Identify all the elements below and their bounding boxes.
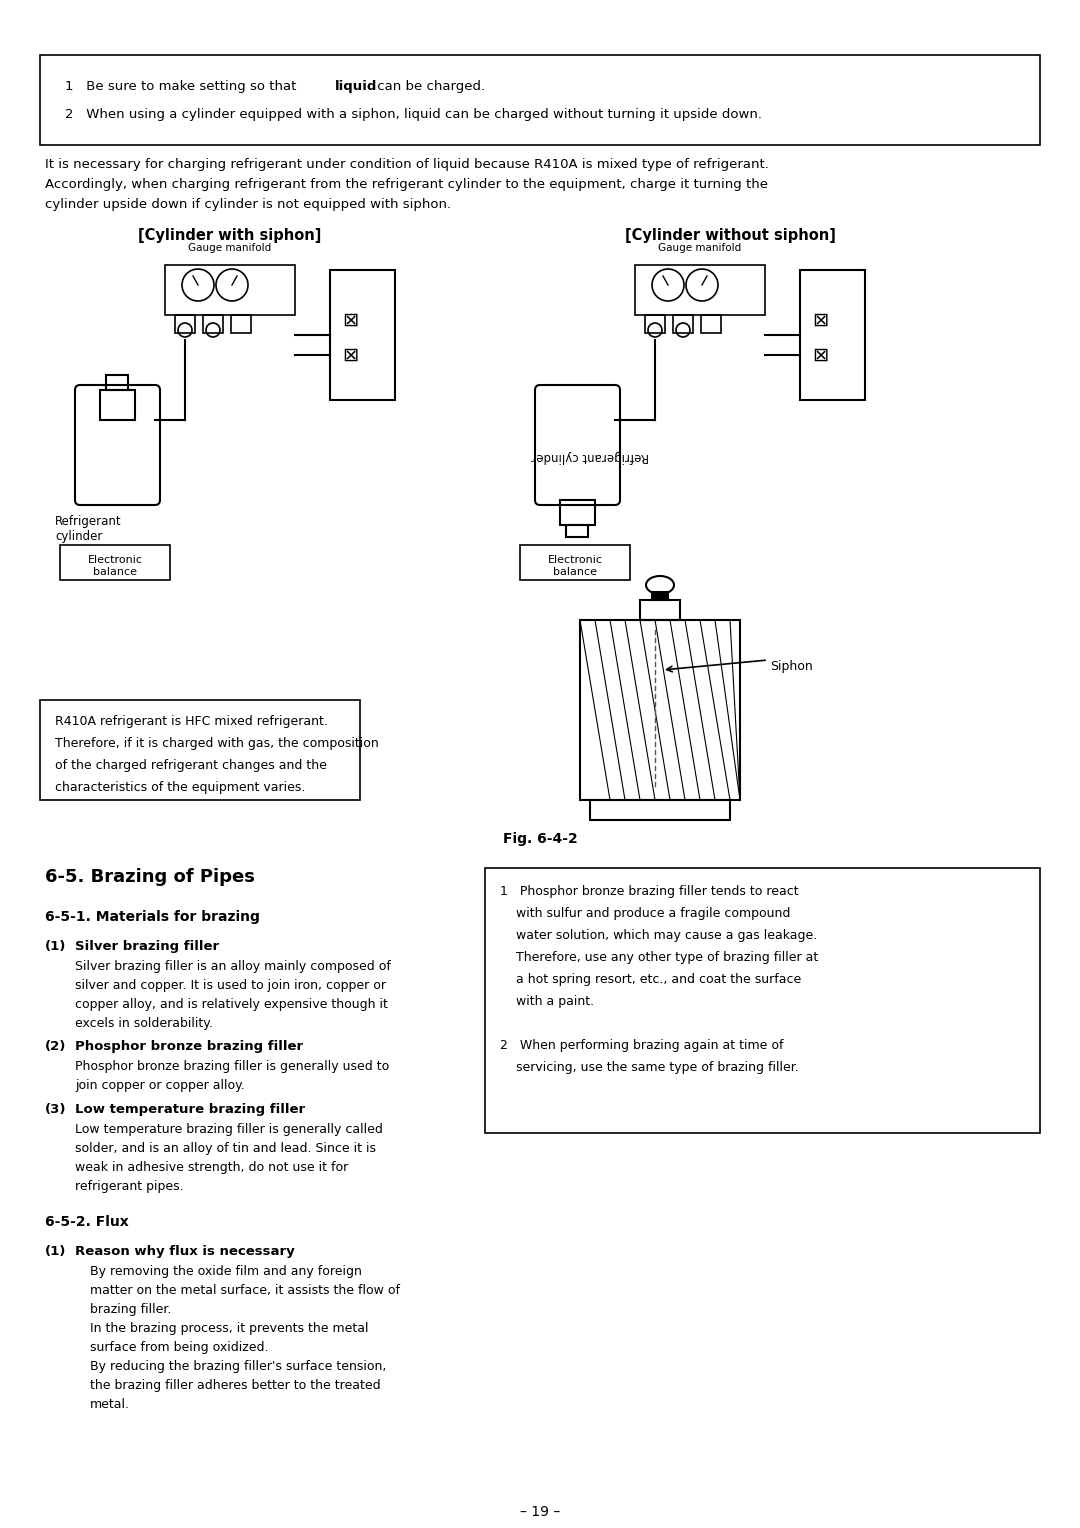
Text: (2): (2)	[45, 1041, 66, 1053]
Text: By reducing the brazing filler's surface tension,: By reducing the brazing filler's surface…	[90, 1360, 387, 1374]
Text: the brazing filler adheres better to the treated: the brazing filler adheres better to the…	[90, 1378, 380, 1392]
Text: Gauge manifold: Gauge manifold	[188, 243, 272, 254]
Text: Siphon: Siphon	[770, 660, 813, 672]
Text: surface from being oxidized.: surface from being oxidized.	[90, 1342, 269, 1354]
Text: Accordingly, when charging refrigerant from the refrigerant cylinder to the equi: Accordingly, when charging refrigerant f…	[45, 177, 768, 191]
Text: By removing the oxide film and any foreign: By removing the oxide film and any forei…	[90, 1265, 362, 1277]
Text: with sulfur and produce a fragile compound: with sulfur and produce a fragile compou…	[500, 908, 791, 920]
Text: ⊠: ⊠	[341, 310, 359, 330]
Bar	[673, 315, 693, 333]
Bar	[60, 545, 170, 581]
Text: 2   When using a cylinder equipped with a siphon, liquid can be charged without : 2 When using a cylinder equipped with a …	[65, 108, 762, 121]
Text: Therefore, if it is charged with gas, the composition: Therefore, if it is charged with gas, th…	[55, 736, 379, 750]
Bar	[165, 264, 295, 315]
Text: excels in solderability.: excels in solderability.	[75, 1018, 213, 1030]
Text: Therefore, use any other type of brazing filler at: Therefore, use any other type of brazing…	[500, 950, 819, 964]
Bar	[561, 500, 595, 526]
Text: 1   Be sure to make setting so that: 1 Be sure to make setting so that	[65, 79, 300, 93]
Text: of the charged refrigerant changes and the: of the charged refrigerant changes and t…	[55, 759, 327, 772]
Text: silver and copper. It is used to join iron, copper or: silver and copper. It is used to join ir…	[75, 979, 386, 992]
Text: (1): (1)	[45, 940, 66, 953]
Bar	[231, 315, 251, 333]
Text: brazing filler.: brazing filler.	[90, 1303, 172, 1316]
Text: a hot spring resort, etc., and coat the surface: a hot spring resort, etc., and coat the …	[500, 973, 801, 986]
Text: matter on the metal surface, it assists the flow of: matter on the metal surface, it assists …	[90, 1284, 400, 1297]
Bar	[635, 264, 765, 315]
Bar	[40, 700, 360, 801]
Text: (1): (1)	[45, 1245, 66, 1258]
Bar	[566, 526, 588, 536]
Text: It is necessary for charging refrigerant under condition of liquid because R410A: It is necessary for charging refrigerant…	[45, 157, 769, 171]
Text: Electronic
balance: Electronic balance	[87, 555, 143, 576]
Bar	[203, 315, 222, 333]
Text: Low temperature brazing filler: Low temperature brazing filler	[75, 1103, 306, 1115]
Bar	[175, 315, 195, 333]
Text: Phosphor bronze brazing filler is generally used to: Phosphor bronze brazing filler is genera…	[75, 1060, 389, 1073]
Text: Gauge manifold: Gauge manifold	[659, 243, 742, 254]
Bar	[701, 315, 721, 333]
Text: ⊠: ⊠	[812, 310, 828, 330]
Bar	[800, 270, 865, 400]
Text: weak in adhesive strength, do not use it for: weak in adhesive strength, do not use it…	[75, 1161, 348, 1174]
Text: – 19 –: – 19 –	[519, 1505, 561, 1519]
Text: [Cylinder with siphon]: [Cylinder with siphon]	[138, 228, 322, 243]
Text: Electronic
balance: Electronic balance	[548, 555, 603, 576]
Text: cylinder upside down if cylinder is not equipped with siphon.: cylinder upside down if cylinder is not …	[45, 199, 451, 211]
Text: characteristics of the equipment varies.: characteristics of the equipment varies.	[55, 781, 306, 795]
Bar	[645, 315, 665, 333]
Bar	[590, 801, 730, 821]
Text: 6-5. Brazing of Pipes: 6-5. Brazing of Pipes	[45, 868, 255, 886]
Text: 6-5-1. Materials for brazing: 6-5-1. Materials for brazing	[45, 911, 260, 924]
Bar	[519, 545, 630, 581]
Text: solder, and is an alloy of tin and lead. Since it is: solder, and is an alloy of tin and lead.…	[75, 1141, 376, 1155]
Text: liquid: liquid	[335, 79, 377, 93]
FancyBboxPatch shape	[535, 385, 620, 504]
Text: Silver brazing filler: Silver brazing filler	[75, 940, 219, 953]
Text: Refrigerant
cylinder: Refrigerant cylinder	[55, 515, 122, 542]
Text: [Cylinder without siphon]: [Cylinder without siphon]	[624, 228, 836, 243]
Text: 6-5-2. Flux: 6-5-2. Flux	[45, 1215, 129, 1229]
Text: copper alloy, and is relatively expensive though it: copper alloy, and is relatively expensiv…	[75, 998, 388, 1012]
Text: Phosphor bronze brazing filler: Phosphor bronze brazing filler	[75, 1041, 303, 1053]
Text: join copper or copper alloy.: join copper or copper alloy.	[75, 1079, 245, 1093]
Bar	[40, 55, 1040, 145]
Text: 2   When performing brazing again at time of: 2 When performing brazing again at time …	[500, 1039, 783, 1051]
Text: ⊠: ⊠	[341, 345, 359, 365]
Text: Reason why flux is necessary: Reason why flux is necessary	[75, 1245, 295, 1258]
Bar	[640, 601, 680, 620]
Text: servicing, use the same type of brazing filler.: servicing, use the same type of brazing …	[500, 1060, 799, 1074]
Text: with a paint.: with a paint.	[500, 995, 594, 1008]
Text: metal.: metal.	[90, 1398, 130, 1410]
Text: refrigerant pipes.: refrigerant pipes.	[75, 1180, 184, 1193]
Bar	[330, 270, 395, 400]
Text: 1   Phosphor bronze brazing filler tends to react: 1 Phosphor bronze brazing filler tends t…	[500, 885, 798, 898]
Text: R410A refrigerant is HFC mixed refrigerant.: R410A refrigerant is HFC mixed refrigera…	[55, 715, 328, 727]
Bar	[580, 620, 740, 801]
Bar	[106, 374, 129, 390]
FancyBboxPatch shape	[75, 385, 160, 504]
Bar	[100, 390, 135, 420]
Text: can be charged.: can be charged.	[373, 79, 485, 93]
Text: In the brazing process, it prevents the metal: In the brazing process, it prevents the …	[90, 1322, 368, 1335]
Text: Fig. 6-4-2: Fig. 6-4-2	[502, 833, 578, 847]
Text: water solution, which may cause a gas leakage.: water solution, which may cause a gas le…	[500, 929, 818, 941]
Text: (3): (3)	[45, 1103, 67, 1115]
Bar	[652, 591, 669, 601]
Text: Refrigerant cylinder: Refrigerant cylinder	[531, 451, 649, 463]
Text: ⊠: ⊠	[812, 345, 828, 365]
Bar	[485, 868, 1040, 1132]
Text: Silver brazing filler is an alloy mainly composed of: Silver brazing filler is an alloy mainly…	[75, 960, 391, 973]
Text: Low temperature brazing filler is generally called: Low temperature brazing filler is genera…	[75, 1123, 383, 1135]
